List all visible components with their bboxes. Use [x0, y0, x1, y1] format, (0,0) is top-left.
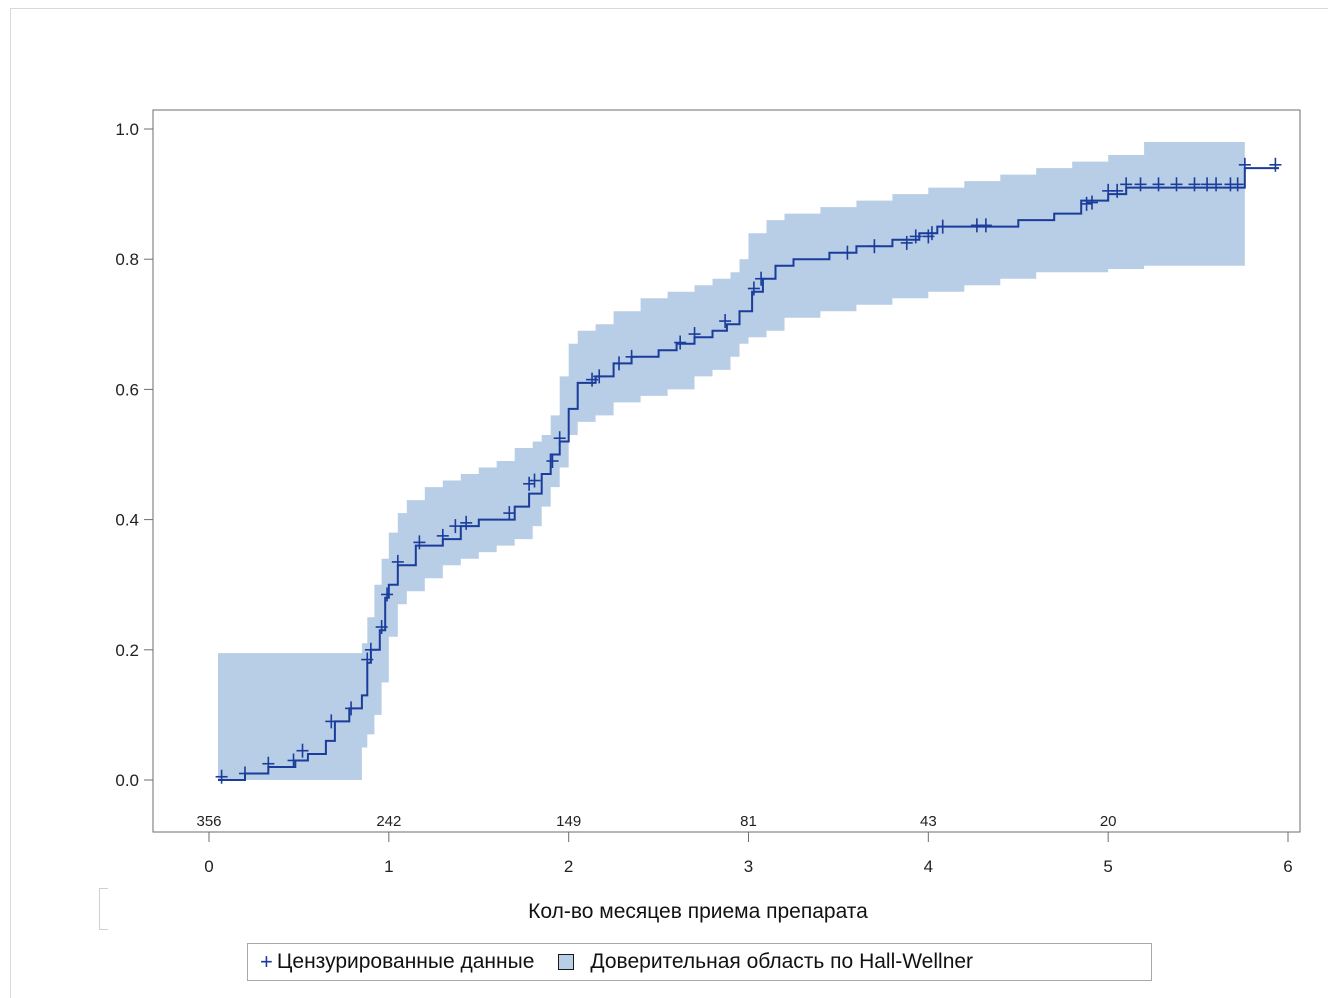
at-risk-count: 81 [740, 813, 757, 830]
y-tick-label: 1.0 [115, 120, 139, 139]
censored-mark [625, 349, 638, 364]
censored-mark [1210, 177, 1223, 192]
censored-mark [747, 281, 760, 296]
at-risk-count: 356 [196, 813, 221, 830]
censored-mark [296, 743, 309, 758]
censored-mark [1231, 177, 1244, 192]
at-risk-count: 43 [920, 813, 937, 830]
censored-mark [391, 554, 404, 569]
censored-mark [262, 756, 275, 771]
x-tick-label: 5 [1103, 857, 1112, 876]
survival-step-line [218, 167, 1279, 781]
censored-mark [436, 528, 449, 543]
y-axis: 0.0 0.2 0.4 0.6 0.8 1.0 [115, 120, 153, 790]
censored-mark [287, 753, 300, 768]
confidence-band-layer [218, 142, 1245, 780]
x-tick-label: 0 [204, 857, 213, 876]
x-tick-label: 3 [744, 857, 753, 876]
plot-area-border [152, 109, 1301, 833]
y-tick-label: 0.6 [115, 380, 139, 399]
at-risk-count: 242 [376, 813, 401, 830]
censored-mark [755, 271, 768, 286]
censored-mark [381, 587, 394, 602]
censored-mark [413, 535, 426, 550]
censored-mark [979, 218, 992, 233]
bracket-artifact [99, 888, 108, 930]
censored-mark [503, 506, 516, 521]
censored-mark [1080, 196, 1093, 211]
censored-mark [1111, 183, 1124, 198]
censored-mark [1134, 177, 1147, 192]
censored-mark [215, 769, 228, 784]
censored-mark [900, 235, 913, 250]
censored-mark [674, 335, 687, 350]
censored-mark [841, 245, 854, 260]
x-axis-title: Кол-во месяцев приема препарата [528, 900, 868, 923]
censored-mark [546, 454, 559, 469]
censored-mark [688, 327, 701, 342]
censored-mark [909, 229, 922, 244]
y-tick-label: 0.0 [115, 771, 139, 790]
x-tick-label: 2 [564, 857, 573, 876]
legend-label-censored: Цензурированные данные [276, 950, 535, 973]
y-tick-label: 0.4 [115, 511, 139, 530]
censored-mark [936, 219, 949, 234]
x-tick-label: 4 [924, 857, 933, 876]
at-risk-row: 356 242 149 81 43 20 [196, 813, 1116, 830]
y-tick-label: 0.8 [115, 250, 139, 269]
at-risk-count: 149 [556, 813, 581, 830]
y-tick-label: 0.2 [115, 641, 139, 660]
confidence-band [218, 142, 1245, 780]
censored-mark [238, 766, 251, 781]
censored-mark [1085, 195, 1098, 210]
censored-mark [361, 652, 374, 667]
x-tick-label: 1 [384, 857, 393, 876]
censored-marks-layer [215, 157, 1282, 784]
censored-mark [613, 356, 626, 371]
censored-mark [586, 372, 599, 387]
censored-mark [1269, 157, 1282, 172]
censored-mark [460, 515, 473, 530]
censored-mark [868, 239, 881, 254]
legend-item-band: Доверительная область по Hall-Wellner [534, 950, 973, 974]
censored-mark [1152, 177, 1165, 192]
chart-frame [10, 8, 1328, 998]
legend-label-band: Доверительная область по Hall-Wellner [590, 950, 974, 973]
censored-plus-icon: + [260, 949, 273, 974]
censored-mark [364, 642, 377, 657]
censored-mark [345, 701, 358, 716]
censored-mark [325, 714, 338, 729]
censored-mark [719, 314, 732, 329]
survival-line-layer [218, 167, 1279, 781]
x-axis: 0 1 2 3 4 5 6 [204, 832, 1293, 876]
censored-mark [523, 476, 536, 491]
legend: + Цензурированные данные Доверительная о… [247, 943, 1152, 981]
censored-mark [1188, 177, 1201, 192]
censored-mark [1170, 177, 1183, 192]
censored-mark [553, 431, 566, 446]
censored-mark [528, 473, 541, 488]
legend-item-censored: + Цензурированные данные [248, 949, 534, 975]
at-risk-count: 20 [1100, 813, 1117, 830]
censored-mark [925, 226, 938, 241]
band-swatch-icon [558, 954, 575, 970]
censored-mark [449, 519, 462, 534]
censored-mark [593, 369, 606, 384]
censored-mark [1120, 177, 1133, 192]
censored-mark [1238, 157, 1251, 172]
x-tick-label: 6 [1283, 857, 1292, 876]
censored-mark [375, 620, 388, 635]
